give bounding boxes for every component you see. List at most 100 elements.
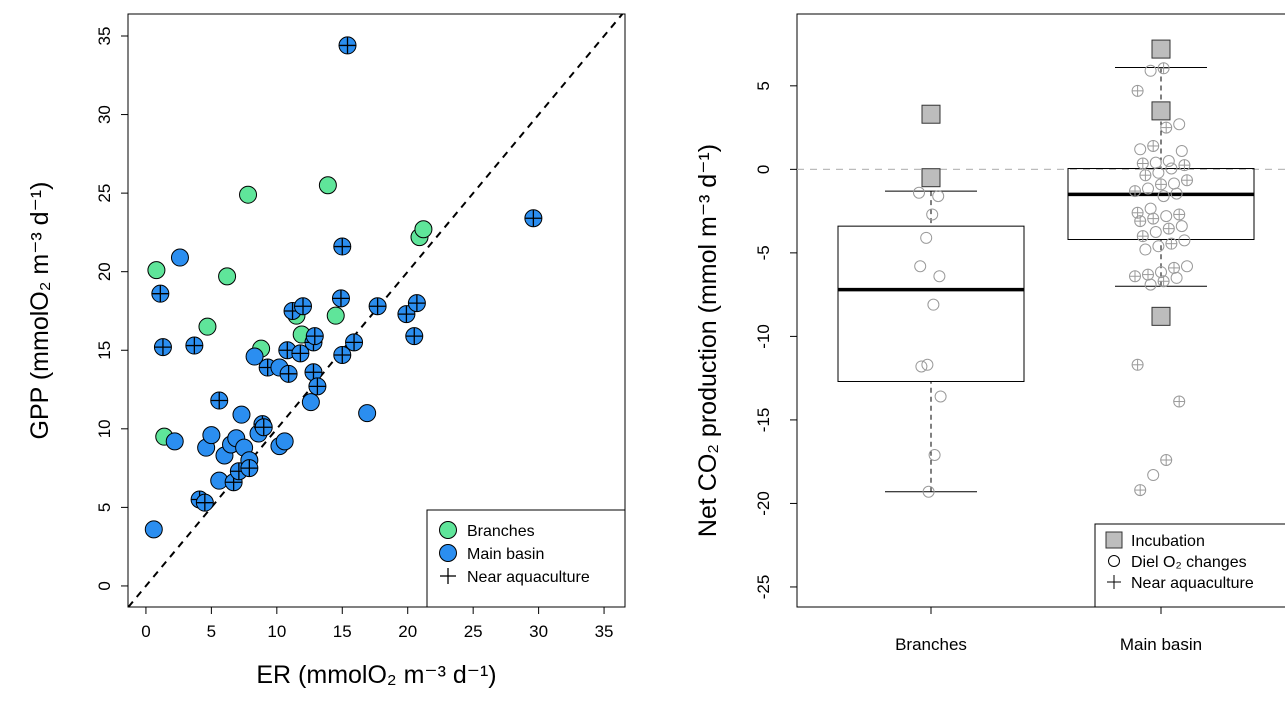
diel-point — [915, 360, 928, 373]
plot-frame — [127, 13, 626, 608]
y-tick-label: -5 — [754, 245, 773, 260]
x-tick-label: 15 — [333, 622, 352, 641]
x-tick-label: Branches — [895, 635, 967, 654]
x-tick-label: 10 — [267, 622, 286, 641]
plot-frame — [796, 13, 1285, 608]
data-point — [275, 432, 294, 451]
diel-point — [1178, 234, 1191, 247]
diel-point — [1152, 240, 1165, 253]
diel-point — [1160, 210, 1173, 223]
data-point — [165, 432, 184, 451]
data-point — [198, 317, 217, 336]
data-point — [239, 185, 258, 204]
diel-point — [934, 390, 947, 403]
legend-marker — [439, 521, 457, 539]
data-point — [170, 248, 189, 267]
diel-point — [1175, 144, 1188, 157]
legend-label: Diel O₂ changes — [1131, 554, 1247, 571]
data-point — [245, 347, 264, 366]
diel-point — [1155, 266, 1167, 279]
y-tick-label: 35 — [95, 27, 114, 46]
diel-point — [922, 485, 935, 498]
x-tick-label: 35 — [595, 622, 614, 641]
data-point — [414, 220, 433, 239]
diel-point — [1152, 166, 1165, 179]
data-point — [326, 306, 345, 325]
y-tick-label: 0 — [754, 165, 773, 174]
data-point — [218, 267, 237, 286]
legend-label: Near aquaculture — [467, 569, 590, 586]
x-axis-label: ER (mmolO₂ m⁻³ d⁻¹) — [256, 661, 496, 689]
legend-label: Incubation — [1131, 533, 1205, 550]
diel-point — [1149, 156, 1162, 169]
diel-point — [914, 260, 927, 273]
diel-point — [913, 186, 925, 199]
box — [837, 225, 1025, 382]
y-tick-label: -10 — [754, 324, 773, 349]
legend-marker — [439, 544, 457, 562]
diel-point — [1165, 162, 1178, 175]
diel-point — [1175, 220, 1188, 233]
diel-point — [932, 190, 945, 203]
diel-point — [1173, 118, 1186, 131]
diel-point — [1144, 202, 1157, 215]
y-tick-label: 10 — [95, 419, 114, 438]
diel-point — [921, 358, 934, 371]
legend-label: Near aquaculture — [1131, 575, 1254, 592]
diel-point — [928, 448, 941, 461]
y-tick-label: 15 — [95, 341, 114, 360]
diel-point — [1168, 177, 1180, 190]
diel-point — [1142, 182, 1154, 195]
legend-box — [1094, 523, 1285, 608]
diel-point — [1162, 154, 1175, 167]
y-tick-label: 5 — [95, 503, 114, 512]
x-tick-label: Main basin — [1120, 635, 1202, 654]
diel-point — [1144, 64, 1157, 77]
x-tick-label: 25 — [464, 622, 483, 641]
x-tick-label: 5 — [207, 622, 216, 641]
y-tick-label: 30 — [95, 105, 114, 124]
y-tick-label: 25 — [95, 184, 114, 203]
legend-label: Branches — [467, 523, 535, 540]
diel-point — [926, 208, 939, 221]
y-tick-label: -15 — [754, 408, 773, 433]
y-axis-label: GPP (mmolO₂ m⁻³ d⁻¹) — [26, 182, 54, 440]
data-point — [301, 393, 320, 412]
y-tick-label: -25 — [754, 575, 773, 600]
diel-point — [927, 298, 940, 311]
legend-label: Main basin — [467, 546, 544, 563]
diel-point — [1181, 260, 1193, 273]
diel-point — [1149, 225, 1162, 238]
incubation-point — [921, 168, 941, 188]
diel-point — [1170, 187, 1183, 200]
diel-point — [1157, 190, 1170, 203]
legend-marker — [1108, 555, 1120, 567]
incubation-point — [1151, 39, 1171, 59]
diel-point — [1134, 143, 1147, 156]
incubation-point — [1151, 101, 1171, 121]
legend-marker — [1105, 531, 1123, 549]
x-tick-label: 30 — [529, 622, 548, 641]
diel-point — [1139, 243, 1152, 256]
incubation-point — [921, 104, 941, 124]
legend-box — [426, 509, 626, 608]
y-tick-label: -20 — [754, 491, 773, 516]
data-point — [232, 405, 251, 424]
diel-point — [933, 270, 946, 283]
diel-point — [1147, 469, 1160, 482]
data-point — [318, 176, 337, 195]
x-tick-label: 20 — [398, 622, 417, 641]
diel-point — [1144, 278, 1157, 291]
identity-line — [127, 13, 624, 608]
data-point — [202, 426, 221, 445]
data-point — [144, 520, 163, 539]
y-axis-label: Net CO₂ production (mmol m⁻³ d⁻¹) — [694, 144, 722, 537]
diel-point — [1170, 271, 1183, 284]
x-tick-label: 0 — [141, 622, 150, 641]
y-tick-label: 0 — [95, 581, 114, 590]
y-tick-label: 20 — [95, 262, 114, 281]
data-point — [147, 261, 166, 280]
y-tick-label: 5 — [754, 81, 773, 90]
diel-point — [920, 231, 933, 244]
